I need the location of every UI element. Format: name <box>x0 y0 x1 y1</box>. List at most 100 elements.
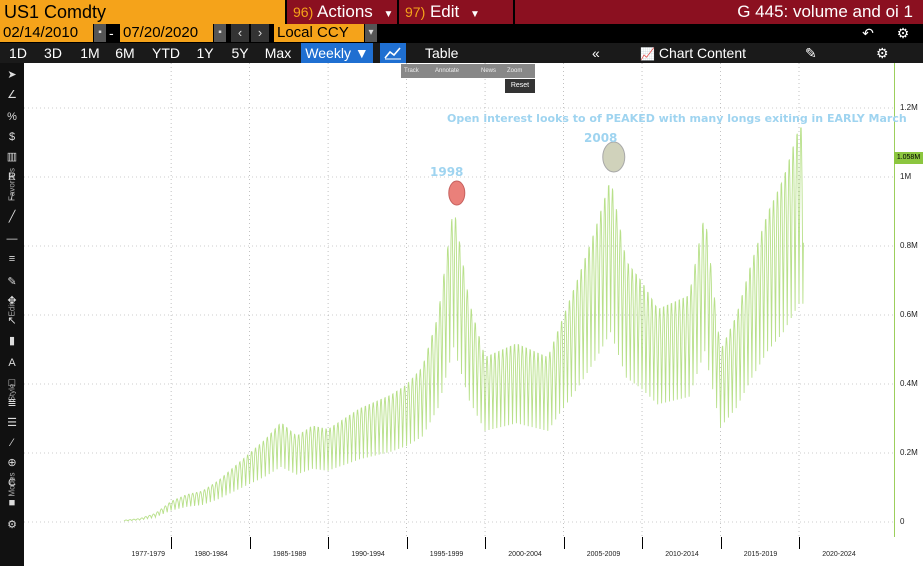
crosshair-icon[interactable]: ⊕ <box>7 457 17 469</box>
zoom-button[interactable]: Zoom <box>507 68 523 74</box>
caret-down-icon: ▼ <box>383 9 394 20</box>
annotation-2008: 2008 <box>584 131 618 145</box>
x-tick-label: 2015-2019 <box>743 551 778 558</box>
undo-icon[interactable]: ↶ <box>862 25 874 41</box>
track-button[interactable]: Track <box>404 68 419 74</box>
y-tick-label: 0.4M <box>900 379 918 388</box>
x-tick-label: 2000-2004 <box>508 551 542 558</box>
x-tick-label: 2005-2009 <box>586 551 621 558</box>
caret-down-icon: ▼ <box>470 9 480 20</box>
y-tick-label: 0 <box>900 517 905 526</box>
ticker-field[interactable]: US1 Comdty <box>0 0 285 24</box>
text-icon[interactable]: A <box>8 357 16 369</box>
x-axis-separator <box>485 537 487 549</box>
minus-icon[interactable]: — <box>6 233 18 245</box>
period-1y[interactable]: 1Y <box>196 45 214 61</box>
actions-menu-number: 96) <box>293 4 314 20</box>
collapse-icon[interactable]: « <box>592 45 600 61</box>
caret-down-icon: ▼ <box>354 45 369 61</box>
brush-icon[interactable]: / <box>10 191 14 203</box>
next-period-button[interactable]: › <box>251 24 269 42</box>
chart-title: G 445: volume and oi 1 <box>515 0 923 24</box>
chart-svg <box>24 63 894 537</box>
line-chart-icon[interactable] <box>380 43 406 63</box>
edit-menu-button[interactable]: 97) Edit ▼ <box>399 0 513 24</box>
chart-content-label: Chart Content <box>658 45 747 61</box>
calendar-icon[interactable]: ▪ <box>214 24 226 42</box>
modes-label: Modes <box>7 472 17 497</box>
r-icon[interactable]: R <box>8 171 16 183</box>
line-tool-icon[interactable]: ╱ <box>8 211 16 223</box>
annotate-button[interactable]: Annotate <box>435 68 460 74</box>
refresh-icon[interactable]: C <box>8 477 16 489</box>
table-tab[interactable]: Table <box>425 45 459 61</box>
period-3d[interactable]: 3D <box>44 45 62 61</box>
y-tick-label: 0.8M <box>900 241 918 250</box>
edit-menu-number: 97) <box>405 4 426 20</box>
y-tick-label: 0.2M <box>900 448 918 457</box>
actions-menu-button[interactable]: 96) Actions ▼ <box>287 0 397 24</box>
x-axis-separator <box>563 537 565 549</box>
trash-icon[interactable]: ▮ <box>8 335 16 347</box>
pencil-icon[interactable]: ∠ <box>7 89 17 101</box>
y-tick-label: 1M <box>900 172 912 181</box>
layers-icon[interactable]: ≡ <box>8 253 16 265</box>
x-axis-separator <box>171 537 173 549</box>
frequency-label: Weekly <box>305 45 351 61</box>
percent-icon[interactable]: % <box>7 111 17 123</box>
chevron-down-icon[interactable]: ▾ <box>365 24 377 42</box>
edit-label: Edit <box>7 302 17 317</box>
currency-select[interactable]: Local CCY <box>274 24 364 42</box>
period-1m[interactable]: 1M <box>80 45 100 61</box>
move-icon[interactable]: ✥ <box>7 295 17 307</box>
x-tick-label: 1990-1994 <box>351 551 385 558</box>
date-separator: - <box>109 25 114 41</box>
news-button[interactable]: News <box>481 68 497 74</box>
x-axis-separator <box>642 537 644 549</box>
chart-content-icon: 📈 <box>640 47 655 61</box>
period-6m[interactable]: 6M <box>115 45 135 61</box>
annotation-main: Open interest looks to of PEAKED with ma… <box>447 112 907 125</box>
left-toolbar <box>0 63 24 566</box>
toolbar-row <box>0 43 923 63</box>
reset-button[interactable]: Reset <box>505 79 535 93</box>
draw-icon[interactable]: ✎ <box>7 276 17 288</box>
ruler-icon[interactable]: ⁄ <box>11 437 13 449</box>
y-axis: 1.2M 1M 0.8M 0.6M 0.4M 0.2M 0 <box>894 63 923 537</box>
list-icon[interactable]: ☰ <box>7 417 17 429</box>
pointer-icon[interactable]: ↖ <box>7 315 17 327</box>
prev-period-button[interactable]: ‹ <box>231 24 249 42</box>
gear-icon[interactable]: ⚙ <box>876 45 889 61</box>
palette-icon[interactable]: ■ <box>8 497 16 509</box>
dollar-icon[interactable]: $ <box>8 131 16 143</box>
x-tick-label: 2010-2014 <box>665 551 699 558</box>
x-tick-label: 1995-1999 <box>429 551 464 558</box>
cursor-icon[interactable]: ➤ <box>7 69 17 81</box>
last-value-badge: 1.058M <box>894 152 923 164</box>
x-tick-label: 1977-1979 <box>131 551 166 558</box>
start-date-field[interactable]: 02/14/2010 <box>0 24 93 42</box>
style-label: Style <box>7 383 17 402</box>
box-icon[interactable]: □ <box>8 377 16 389</box>
x-axis-separator <box>328 537 330 549</box>
chart-content-button[interactable]: 📈 Chart Content <box>640 43 770 63</box>
end-date-field[interactable]: 07/20/2020 <box>120 24 213 42</box>
period-5y[interactable]: 5Y <box>231 45 249 61</box>
edit-chart-icon[interactable]: ✎ <box>805 45 817 61</box>
bars-icon[interactable]: ▥ <box>6 151 18 163</box>
favorites-label: Favorites <box>7 168 17 201</box>
gear-icon[interactable]: ⚙ <box>7 519 17 531</box>
calendar-icon[interactable]: ▪ <box>94 24 106 42</box>
period-1d[interactable]: 1D <box>9 45 27 61</box>
period-max[interactable]: Max <box>264 45 292 61</box>
frequency-select[interactable]: Weekly ▼ <box>301 43 373 63</box>
x-axis-separator <box>720 537 722 549</box>
period-ytd[interactable]: YTD <box>152 45 180 61</box>
chart-plot-area[interactable] <box>24 63 894 537</box>
peak-1998-circle <box>448 180 466 206</box>
x-tick-label: 2020-2024 <box>822 551 856 558</box>
chart-mini-toolbar: Track Annotate News Zoom <box>401 64 535 78</box>
line-width-icon[interactable]: ≣ <box>7 397 17 409</box>
x-axis-separator <box>406 537 408 549</box>
settings-icon[interactable]: ⚙ <box>896 25 910 41</box>
